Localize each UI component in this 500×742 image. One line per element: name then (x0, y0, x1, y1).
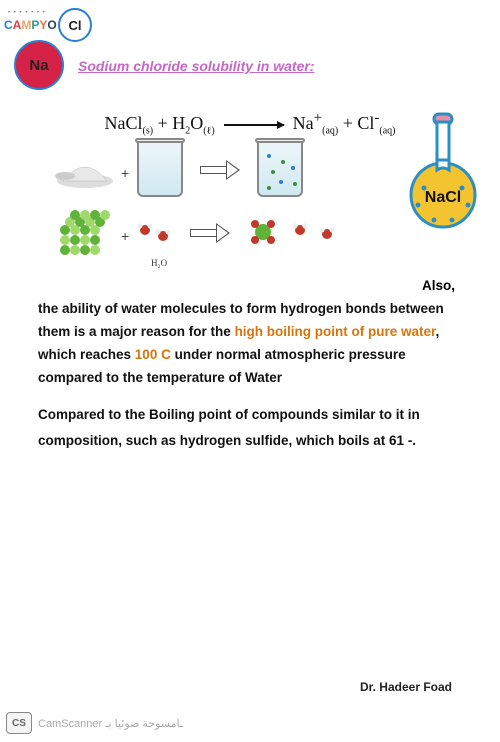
arrow-icon (190, 225, 230, 241)
solution-beaker-icon (257, 142, 303, 197)
plus-icon: + (121, 228, 129, 244)
nacl-lattice-icon (55, 210, 110, 260)
svg-text:NaCl: NaCl (425, 189, 461, 206)
paragraph-1: the ability of water molecules to form h… (38, 298, 470, 390)
dissolution-diagram: + + H₂O (55, 140, 365, 270)
h2o-label: H₂O (151, 258, 167, 268)
also-text: Also, (422, 278, 455, 293)
nacl-flask-icon: NaCl (404, 110, 482, 230)
campy-logo: CAMPYO (4, 18, 57, 32)
paragraph-2: Compared to the Boiling point of compoun… (38, 402, 470, 453)
header: • • • • • • • CAMPYO Cl Na Sodium chlori… (0, 0, 500, 95)
na-atom-icon: Na (14, 40, 64, 90)
camscanner-text: CamScanner ـامسوحة ضوئيا بـ (38, 717, 183, 730)
logo-dots: • • • • • • • (8, 10, 46, 16)
reaction-arrow-icon (224, 124, 284, 126)
plus-icon: + (121, 165, 129, 181)
cl-atom-icon: Cl (58, 8, 92, 42)
author-name: Dr. Hadeer Foad (360, 680, 452, 694)
water-beaker-icon (137, 142, 183, 197)
page-title: Sodium chloride solubility in water: (78, 58, 314, 74)
salt-pile-icon (55, 148, 115, 188)
camscanner-badge-icon: CS (6, 712, 32, 734)
arrow-icon (200, 162, 240, 178)
solvated-ions-icon (245, 212, 345, 252)
water-molecules-icon (135, 218, 175, 248)
